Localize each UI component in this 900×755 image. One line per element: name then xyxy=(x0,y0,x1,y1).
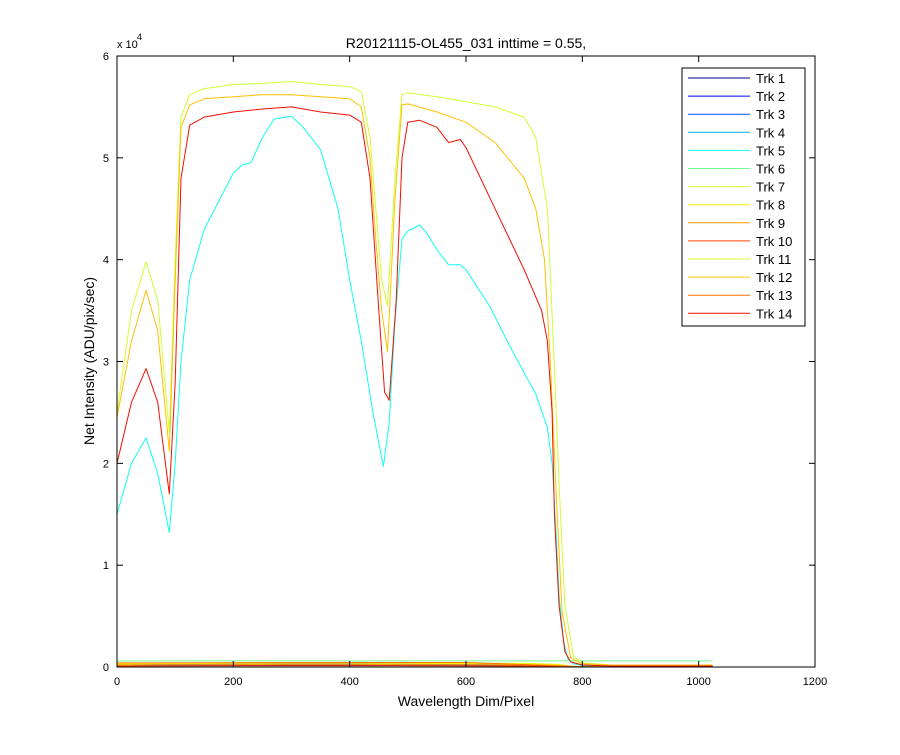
y-tick-label: 3 xyxy=(103,357,109,369)
x-axis-label: Wavelength Dim/Pixel xyxy=(398,693,534,709)
legend-label-trk-4: Trk 4 xyxy=(756,125,785,140)
legend-label-trk-2: Trk 2 xyxy=(756,89,785,104)
x-tick-label: 600 xyxy=(457,676,475,688)
y-exponent-label: x 10 xyxy=(117,39,138,51)
y-axis-label: Net Intensity (ADU/pix/sec) xyxy=(81,277,97,445)
x-tick-label: 200 xyxy=(224,676,242,688)
tick-layer: 0 200 400 600 800 1000 1200 0 1 2 3 4 5 6 xyxy=(103,51,827,688)
series-line-trk-12 xyxy=(116,94,713,666)
x-tick-label: 0 xyxy=(114,676,120,688)
legend-label-trk-8: Trk 8 xyxy=(756,198,785,213)
y-tick-label: 5 xyxy=(103,153,109,165)
x-tick-label: 1000 xyxy=(686,676,710,688)
legend-label-trk-11: Trk 11 xyxy=(756,252,791,267)
y-tick-label: 6 xyxy=(103,51,109,63)
x-tick-label: 1200 xyxy=(803,676,827,688)
legend: Trk 1 Trk 2 Trk 3 Trk 4 Trk 5 Trk 6 Trk 7 Trk 8… xyxy=(681,67,806,327)
y-tick-label: 0 xyxy=(103,662,109,674)
x-tick-label: 800 xyxy=(573,676,591,688)
legend-label-trk-7: Trk 7 xyxy=(756,180,785,195)
legend-label-trk-10: Trk 10 xyxy=(756,234,792,249)
y-exponent-power: 4 xyxy=(137,32,142,42)
y-tick-label: 2 xyxy=(103,458,109,470)
legend-label-trk-13: Trk 13 xyxy=(756,288,792,303)
legend-label-trk-5: Trk 5 xyxy=(756,143,785,158)
series-line-trk-11 xyxy=(116,81,713,666)
legend-label-trk-12: Trk 12 xyxy=(756,270,792,285)
chart-title: R20121115-OL455_031 inttime = 0.55, xyxy=(346,35,586,51)
legend-label-trk-3: Trk 3 xyxy=(756,107,785,122)
legend-label-trk-14: Trk 14 xyxy=(756,306,792,321)
series-line-trk-14 xyxy=(116,106,713,667)
series-line-trk-5 xyxy=(116,115,713,667)
y-tick-label: 4 xyxy=(103,255,109,267)
y-tick-label: 1 xyxy=(103,560,109,572)
legend-label-trk-9: Trk 9 xyxy=(756,216,785,231)
x-tick-label: 400 xyxy=(340,676,358,688)
legend-label-trk-1: Trk 1 xyxy=(756,71,785,86)
legend-box xyxy=(681,67,806,327)
legend-label-trk-6: Trk 6 xyxy=(756,162,785,177)
